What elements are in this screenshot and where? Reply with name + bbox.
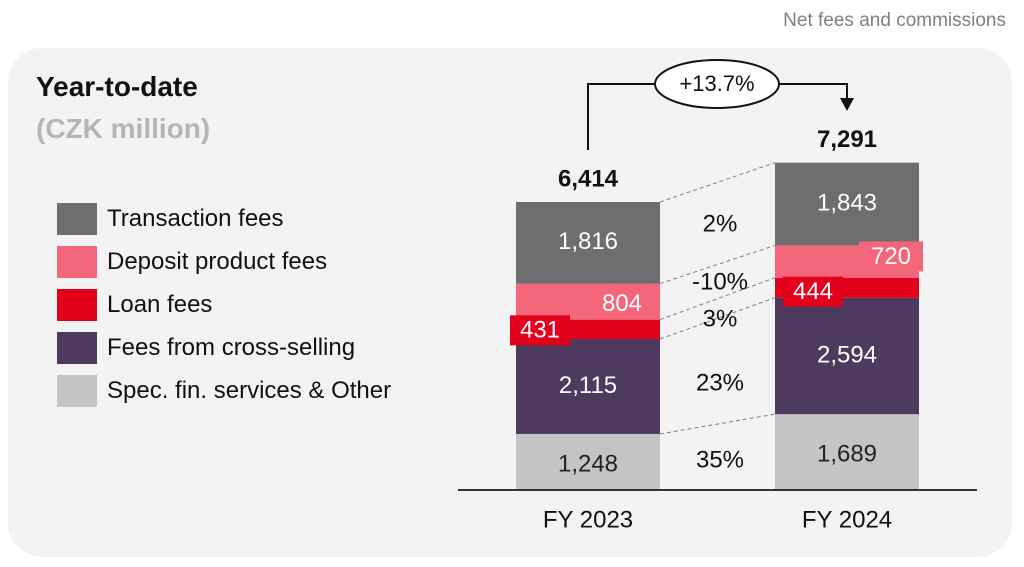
data-label: 1,248 [558, 450, 618, 477]
chart-title: Year-to-date [36, 71, 198, 102]
data-label: 444 [793, 278, 833, 305]
connector-line [659, 297, 776, 340]
bar-segment [775, 414, 919, 490]
loan-fee-tag [783, 276, 843, 307]
legend-label-deposit-product-fees: Deposit product fees [107, 248, 328, 275]
change-label: 35% [696, 446, 744, 473]
legend-swatch-fees-from-cross-selling [57, 332, 97, 364]
deposit-fee-tag [590, 288, 654, 319]
chart-subtitle: (CZK million) [36, 113, 211, 144]
change-label: -10% [692, 268, 748, 295]
change-label: 23% [696, 369, 744, 396]
connector-line [659, 413, 776, 435]
growth-label: +13.7% [679, 71, 754, 96]
bar-segment [516, 202, 660, 284]
legend-swatch-transaction-fees [57, 203, 97, 235]
legend-label-transaction-fees: Transaction fees [107, 205, 284, 232]
total-label: 6,414 [558, 165, 619, 192]
data-label: 720 [871, 243, 911, 270]
connector-line [659, 162, 776, 203]
x-tick-label: FY 2023 [543, 506, 633, 533]
connector-line [659, 277, 776, 321]
bar-segment [775, 297, 919, 415]
change-label: 2% [703, 210, 738, 237]
legend-label-fees-from-cross-selling: Fees from cross-selling [107, 334, 356, 361]
x-tick-label: FY 2024 [802, 506, 892, 533]
data-label: 804 [602, 290, 642, 317]
change-label: 3% [703, 305, 738, 332]
legend-swatch-spec-fin-services-other [57, 375, 97, 407]
growth-arrow-head [840, 98, 854, 111]
legend-label-loan-fees: Loan fees [107, 291, 213, 318]
legend-swatch-loan-fees [57, 289, 97, 321]
data-label: 431 [520, 317, 560, 344]
data-label: 2,594 [817, 341, 877, 368]
total-label: 7,291 [817, 126, 877, 153]
bar-segment [775, 162, 919, 246]
connector-line [659, 244, 776, 285]
data-label: 1,843 [817, 189, 877, 216]
data-label: 1,816 [558, 228, 618, 255]
legend-label-spec-fin-services-other: Spec. fin. services & Other [107, 377, 392, 404]
deposit-fee-tag [859, 241, 923, 272]
data-label: 2,115 [559, 372, 617, 399]
data-label: 1,689 [817, 440, 877, 467]
growth-badge [654, 59, 780, 109]
page-header-title: Net fees and commissions [783, 10, 1006, 31]
bar-segment [516, 433, 660, 490]
legend-swatch-deposit-product-fees [57, 246, 97, 278]
loan-fee-tag [510, 315, 570, 346]
bar-segment [516, 339, 660, 434]
